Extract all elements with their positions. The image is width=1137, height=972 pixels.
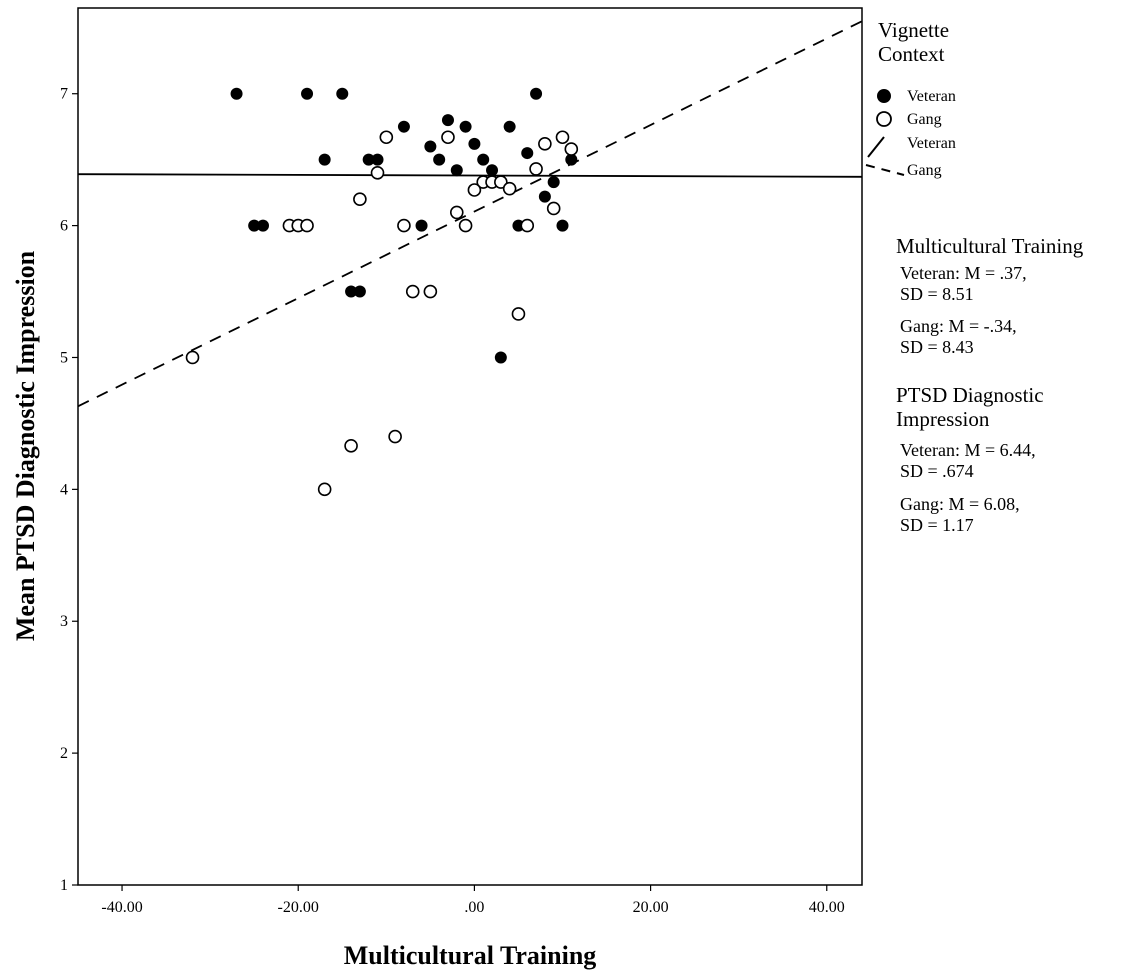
- point-veteran: [494, 351, 507, 364]
- point-gang: [511, 307, 526, 321]
- point-gang: [185, 350, 200, 365]
- point-gang: [405, 284, 420, 299]
- point-gang: [458, 218, 473, 233]
- ptsd-stats-heading-line2: Impression: [896, 407, 990, 431]
- legend-gang-line: [865, 164, 905, 176]
- point-gang: [555, 130, 570, 145]
- point-gang: [353, 192, 367, 207]
- fit-lines: [77, 20, 863, 408]
- ptsd-gang-sd: SD = 1.17: [900, 515, 974, 535]
- point-gang: [529, 162, 543, 176]
- point-veteran: [459, 120, 472, 133]
- point-veteran: [433, 153, 446, 166]
- y-tick-label: 1: [60, 877, 68, 894]
- point-gang: [538, 137, 552, 151]
- x-tick-label: 40.00: [809, 899, 845, 916]
- y-tick-label: 5: [60, 349, 68, 366]
- training-veteran-sd: SD = 8.51: [900, 284, 974, 304]
- point-veteran: [301, 87, 314, 100]
- y-tick-label: 7: [60, 86, 68, 103]
- ptsd-veteran-mean: Veteran: M = 6.44,: [900, 440, 1036, 460]
- fit-line-veteran: [77, 173, 863, 178]
- point-veteran: [450, 164, 463, 177]
- axes: -40.00 -20.00 .00 20.00 40.00 1 2 3 4 5 6 7: [60, 86, 845, 916]
- point-veteran: [530, 87, 543, 100]
- y-tick-label: 4: [60, 481, 68, 498]
- point-gang: [502, 181, 517, 196]
- legend-label-veteran-line: Veteran: [907, 135, 956, 152]
- point-veteran: [441, 114, 454, 127]
- point-gang: [546, 201, 561, 216]
- point-gang: [441, 130, 455, 145]
- point-gang: [564, 142, 579, 156]
- point-gang: [397, 218, 411, 233]
- point-veteran: [248, 219, 261, 232]
- point-gang: [379, 130, 394, 145]
- x-axis-title: Multicultural Training: [344, 941, 597, 970]
- legend-label-gang-marker: Gang: [907, 111, 942, 128]
- point-veteran: [424, 140, 437, 153]
- ptsd-veteran-sd: SD = .674: [900, 461, 974, 481]
- x-tick-label: -20.00: [278, 899, 319, 916]
- point-veteran: [256, 219, 269, 232]
- point-veteran: [503, 120, 516, 133]
- legend-label-gang-line: Gang: [907, 162, 942, 179]
- point-veteran: [477, 153, 490, 166]
- legend-veteran-marker: [877, 89, 891, 103]
- training-veteran-mean: Veteran: M = .37,: [900, 263, 1027, 283]
- y-tick-label: 2: [60, 745, 68, 762]
- y-tick-label: 3: [60, 613, 68, 630]
- point-veteran: [565, 153, 578, 166]
- legend-gang-marker: [876, 111, 892, 127]
- point-veteran: [521, 147, 534, 160]
- legend-title: Vignette Context: [878, 18, 950, 66]
- point-veteran: [230, 87, 243, 100]
- point-veteran: [538, 190, 551, 203]
- point-veteran: [353, 285, 366, 298]
- legend-veteran-line: [867, 136, 885, 158]
- point-gang: [370, 166, 385, 180]
- data-points: [185, 87, 579, 497]
- training-gang-mean: Gang: M = -.34,: [900, 316, 1017, 336]
- point-gang: [423, 284, 438, 299]
- point-veteran: [556, 219, 569, 232]
- point-gang: [494, 175, 508, 189]
- point-gang: [467, 183, 482, 197]
- point-veteran: [486, 164, 499, 177]
- point-veteran: [362, 153, 375, 166]
- ptsd-gang-mean: Gang: M = 6.08,: [900, 494, 1020, 514]
- x-tick-label: 20.00: [633, 899, 669, 916]
- point-gang: [317, 482, 332, 497]
- point-veteran: [397, 120, 410, 133]
- plot-area-frame: [77, 7, 863, 886]
- point-veteran: [415, 219, 428, 232]
- ptsd-stats-heading-line1: PTSD Diagnostic: [896, 383, 1044, 407]
- training-stats-heading: Multicultural Training: [896, 234, 1084, 258]
- point-gang: [300, 218, 314, 233]
- point-gang: [449, 205, 464, 220]
- point-veteran: [336, 87, 349, 100]
- point-gang: [388, 429, 402, 444]
- point-veteran: [318, 153, 331, 166]
- point-veteran: [371, 153, 384, 166]
- legend-label-veteran-marker: Veteran: [907, 88, 956, 105]
- x-tick-label: .00: [464, 899, 484, 916]
- training-gang-sd: SD = 8.43: [900, 337, 974, 357]
- point-veteran: [468, 137, 481, 150]
- y-tick-label: 6: [60, 218, 68, 235]
- point-gang: [344, 439, 358, 453]
- y-axis-title: Mean PTSD Diagnostic Impression: [11, 250, 40, 641]
- x-tick-label: -40.00: [101, 899, 142, 916]
- point-gang: [520, 218, 535, 233]
- point-veteran: [547, 176, 560, 189]
- point-veteran: [345, 285, 358, 298]
